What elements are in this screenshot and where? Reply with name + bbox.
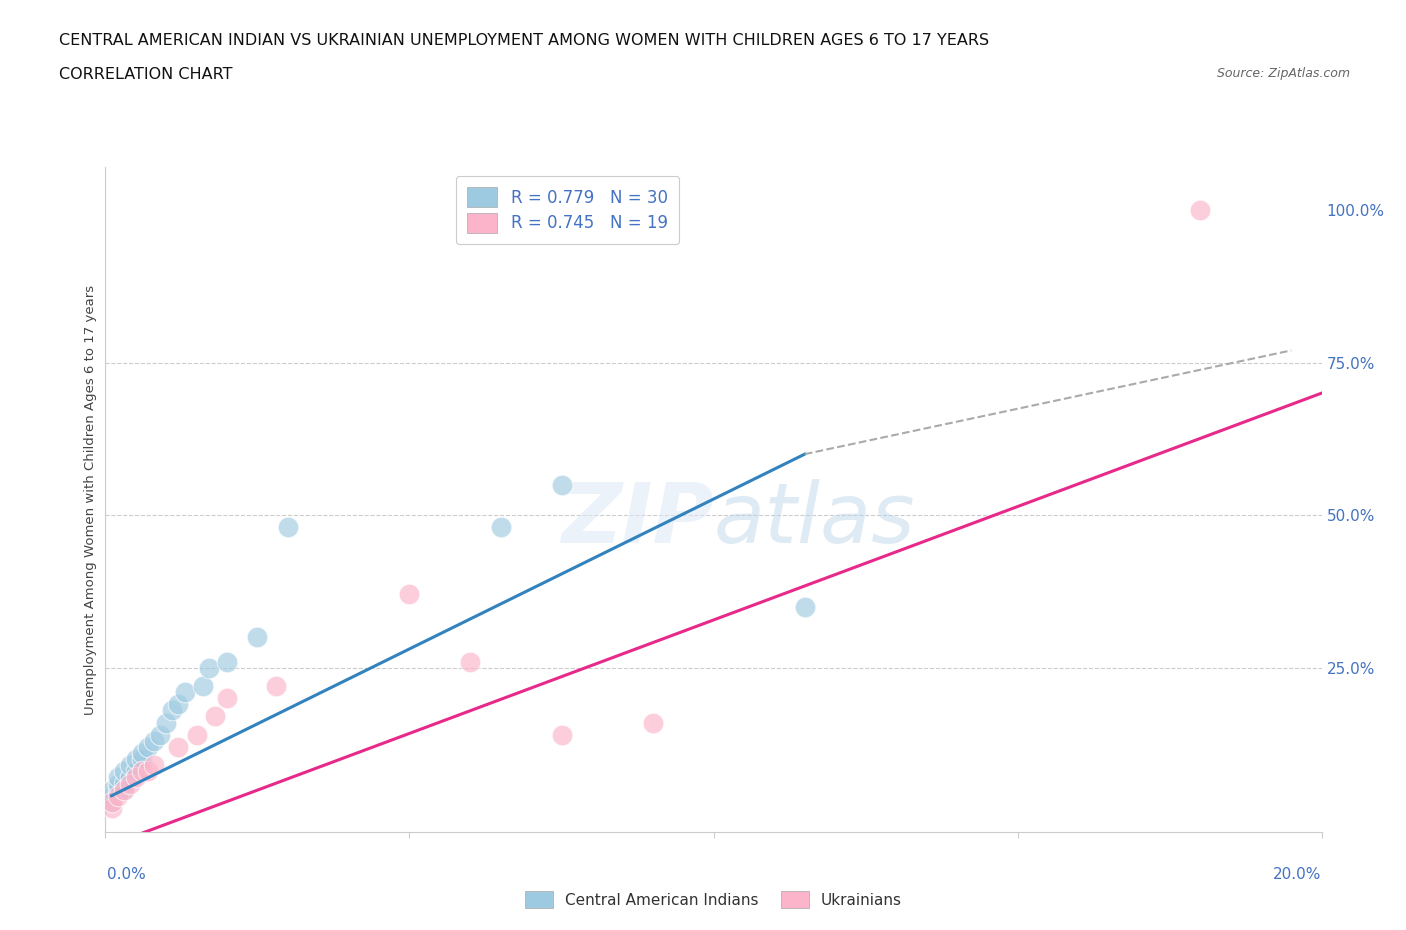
Point [793,599,815,614]
Point [118,770,141,785]
Point [100,782,122,797]
Legend: Central American Indians, Ukrainians: Central American Indians, Ukrainians [519,884,908,914]
Text: atlas: atlas [713,479,915,560]
Text: CORRELATION CHART: CORRELATION CHART [59,67,232,82]
Point [191,679,214,694]
Point [107,777,129,791]
Point [550,477,572,492]
Point [100,794,122,809]
Point [186,727,208,742]
Point [112,777,135,791]
Point [204,709,226,724]
Point [143,734,166,749]
Point [458,654,481,669]
Point [167,697,190,711]
Text: 20.0%: 20.0% [1274,867,1322,882]
Point [131,751,153,766]
Point [155,715,177,730]
Point [246,630,269,644]
Point [125,764,148,778]
Point [118,777,141,791]
Point [107,782,129,797]
Point [118,758,141,773]
Y-axis label: Unemployment Among Women with Children Ages 6 to 17 years: Unemployment Among Women with Children A… [84,285,97,715]
Point [100,801,122,816]
Point [198,660,221,675]
Point [641,715,664,730]
Point [149,727,172,742]
Text: 0.0%: 0.0% [107,867,146,882]
Point [173,684,195,699]
Point [277,520,299,535]
Point [550,727,572,742]
Point [107,789,129,804]
Text: Source: ZipAtlas.com: Source: ZipAtlas.com [1216,67,1350,80]
Point [167,739,190,754]
Point [1188,203,1211,218]
Point [112,782,135,797]
Point [398,587,420,602]
Point [100,789,122,804]
Point [125,751,148,766]
Point [125,770,148,785]
Point [143,758,166,773]
Point [489,520,512,535]
Point [100,794,122,809]
Point [162,703,184,718]
Point [217,691,239,706]
Text: ZIP: ZIP [561,479,713,560]
Point [107,770,129,785]
Point [136,739,159,754]
Point [136,764,159,778]
Point [131,746,153,761]
Point [131,764,153,778]
Point [264,679,287,694]
Text: CENTRAL AMERICAN INDIAN VS UKRAINIAN UNEMPLOYMENT AMONG WOMEN WITH CHILDREN AGES: CENTRAL AMERICAN INDIAN VS UKRAINIAN UNE… [59,33,990,47]
Point [217,654,239,669]
Point [112,782,135,797]
Point [112,764,135,778]
